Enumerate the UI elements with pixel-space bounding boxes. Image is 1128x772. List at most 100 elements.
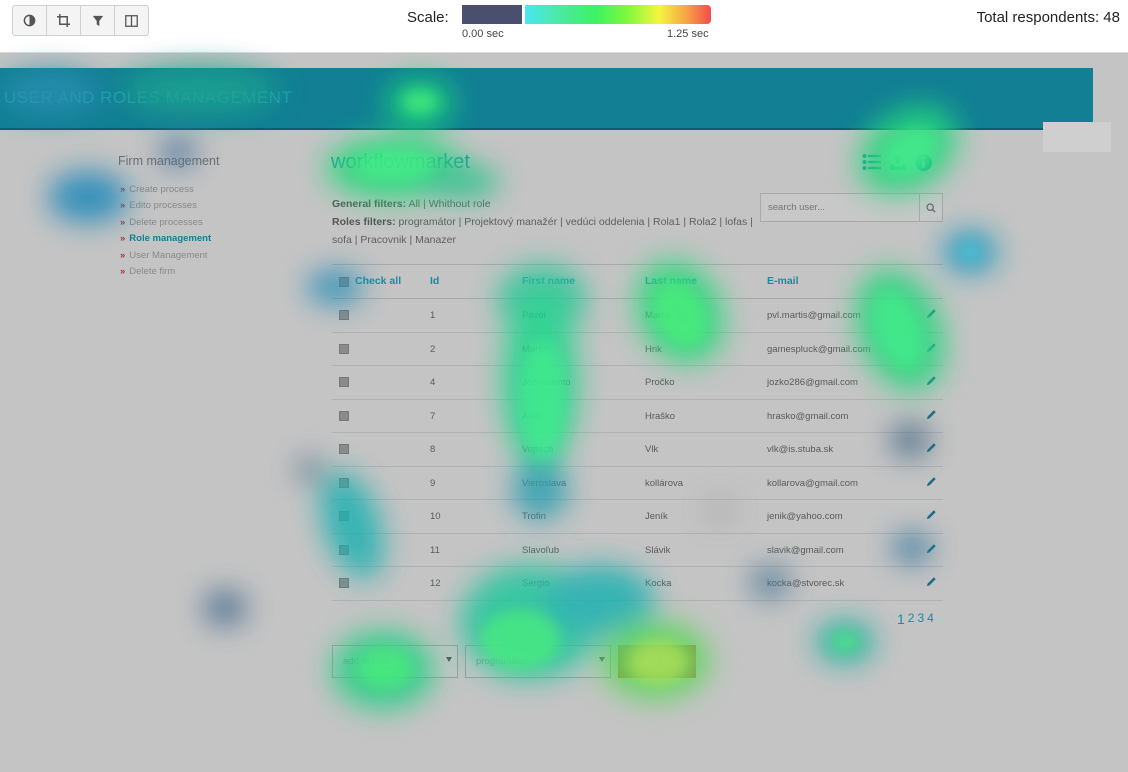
sidebar-item-user-management[interactable]: » User Management: [120, 248, 211, 264]
table-row: 11 Slavoľub Slávik slavik@gmail.com: [332, 534, 943, 567]
sidebar-item-label: Create process: [129, 184, 194, 195]
check-all-checkbox[interactable]: [339, 277, 349, 287]
role-filter-link[interactable]: Pracovnik: [360, 234, 407, 246]
row-checkbox[interactable]: [339, 511, 349, 521]
role-filter-link[interactable]: sofa: [332, 234, 352, 246]
row-checkbox[interactable]: [339, 410, 349, 421]
contrast-icon: [23, 14, 36, 27]
contrast-button[interactable]: [12, 5, 47, 36]
cell-first: Slavoľub: [522, 544, 560, 556]
column-header-last-name[interactable]: Last name: [645, 275, 697, 287]
crop-icon: [57, 14, 70, 27]
cell-email: slavik@gmail.com: [767, 544, 844, 556]
cell-last: Hrik: [645, 343, 662, 355]
sidebar-item-label: User Management: [129, 249, 208, 261]
table-row: 9 Vieroslava kollárova kollarova@gmail.com: [332, 467, 943, 500]
cell-first: Aleš: [522, 410, 541, 422]
do-it-button[interactable]: Do it!: [618, 645, 696, 678]
table-row: 7 Aleš Hraško hrasko@gmail.com: [332, 400, 943, 433]
cell-last: kollárova: [645, 477, 684, 489]
filter-icon: [92, 15, 103, 26]
cell-first: Vojtech: [522, 444, 554, 455]
row-checkbox[interactable]: [339, 444, 349, 454]
crop-button[interactable]: [46, 5, 81, 36]
sidebar-item-label: Delete firm: [129, 265, 176, 277]
cell-last: Jeník: [645, 511, 668, 522]
row-checkbox[interactable]: [339, 377, 349, 387]
edit-pencil-icon[interactable]: [926, 576, 937, 587]
sidebar-item-edito-processes[interactable]: » Edito processes: [120, 198, 211, 214]
column-header-first-name[interactable]: First name: [522, 275, 576, 287]
search-button[interactable]: [919, 194, 942, 221]
sidebar-item-delete-processes[interactable]: » Delete processes: [120, 215, 211, 231]
scale-gradient: [525, 5, 711, 24]
column-header-id[interactable]: Id: [430, 275, 440, 287]
role-filter-link[interactable]: Rola1: [653, 216, 681, 228]
row-checkbox[interactable]: [339, 544, 349, 555]
page-link[interactable]: 4: [927, 611, 934, 625]
edit-pencil-icon[interactable]: [926, 476, 937, 487]
table-row: 1 Pavol Martiš pvl.martis@gmail.com: [332, 299, 943, 333]
list-icon[interactable]: [862, 153, 882, 171]
cell-email: gamespluck@gmail.com: [767, 343, 871, 355]
role-filter-link[interactable]: lofas: [725, 216, 748, 228]
role-filter-link[interactable]: programátor: [398, 216, 456, 228]
filter-button[interactable]: [80, 5, 115, 36]
role-filter-link[interactable]: vedúci oddelenia: [565, 216, 645, 228]
table-row: 8 Vojtech Vlk vlk@is.stuba.sk: [332, 433, 943, 467]
table-row: 4 Jozkotamto Pročko jozko286@gmail.com: [332, 366, 943, 400]
edit-pencil-icon[interactable]: [926, 543, 937, 554]
role-value-select[interactable]: programátor: [465, 645, 611, 678]
page-link[interactable]: 3: [917, 611, 925, 625]
general-filters: General filters: All | Whithout role: [332, 198, 491, 210]
edit-pencil-icon[interactable]: [926, 509, 937, 520]
cell-id: 12: [430, 578, 441, 589]
table-body: 1 Pavol Martiš pvl.martis@gmail.com 2 Martin H…: [332, 299, 943, 601]
chevron-down-icon: [446, 657, 452, 662]
recorded-page: User and Roles Management Firm managemen…: [0, 68, 1128, 772]
heatmap-toolbar: Scale: 0.00 sec 1.25 sec Total responden…: [0, 0, 1128, 53]
info-icon[interactable]: [914, 153, 933, 172]
search-input[interactable]: [761, 194, 930, 221]
row-checkbox[interactable]: [339, 343, 349, 354]
cell-id: 2: [430, 343, 436, 355]
sidebar-menu: » Create process» Edito processes» Delete p…: [120, 182, 211, 280]
row-checkbox[interactable]: [339, 578, 349, 588]
column-header-email[interactable]: E-mail: [767, 275, 799, 287]
edit-pencil-icon[interactable]: [926, 442, 937, 453]
row-checkbox[interactable]: [339, 477, 349, 488]
sidebar-item-label: Role management: [129, 233, 212, 245]
users-table: Check all Id First name Last name E-mail…: [332, 264, 943, 601]
edit-pencil-icon[interactable]: [926, 308, 937, 319]
row-checkbox[interactable]: [339, 310, 349, 320]
role-filter-link[interactable]: Rola2: [689, 216, 717, 228]
general-filter-link[interactable]: All: [408, 198, 421, 210]
sidebar-item-role-management[interactable]: » Role management: [120, 231, 211, 247]
edit-pencil-icon[interactable]: [926, 409, 937, 420]
cell-id: 9: [430, 477, 436, 489]
cell-email: kollarova@gmail.com: [767, 477, 858, 489]
page-link[interactable]: 1: [897, 611, 905, 627]
cell-id: 10: [430, 511, 441, 522]
sidebar-item-create-process[interactable]: » Create process: [120, 182, 211, 198]
roles-filters: Roles filters: programátor | Projektový …: [332, 216, 753, 246]
cell-id: 11: [430, 544, 440, 556]
role-filter-link[interactable]: Projektový manažér: [464, 216, 558, 228]
split-view-button[interactable]: [114, 5, 149, 36]
scale-max-label: 1.25 sec: [667, 28, 709, 40]
general-filter-link[interactable]: Whithout role: [428, 198, 491, 210]
cell-first: Jozkotamto: [522, 377, 571, 388]
chevron-down-icon: [599, 657, 605, 662]
edit-pencil-icon[interactable]: [926, 342, 937, 353]
cell-last: Hraško: [645, 410, 676, 422]
cell-id: 1: [430, 310, 436, 321]
column-header-check-all[interactable]: Check all: [355, 275, 402, 287]
edit-pencil-icon[interactable]: [926, 375, 937, 386]
chevron-right-icon: »: [120, 216, 126, 228]
sidebar-item-delete-firm[interactable]: » Delete firm: [120, 264, 211, 280]
action-icons: [862, 153, 933, 172]
role-filter-link[interactable]: Manazer: [415, 234, 456, 246]
page-link[interactable]: 2: [907, 611, 915, 625]
upload-icon[interactable]: [888, 153, 908, 171]
add-to-role-select[interactable]: add to role: [332, 645, 458, 678]
